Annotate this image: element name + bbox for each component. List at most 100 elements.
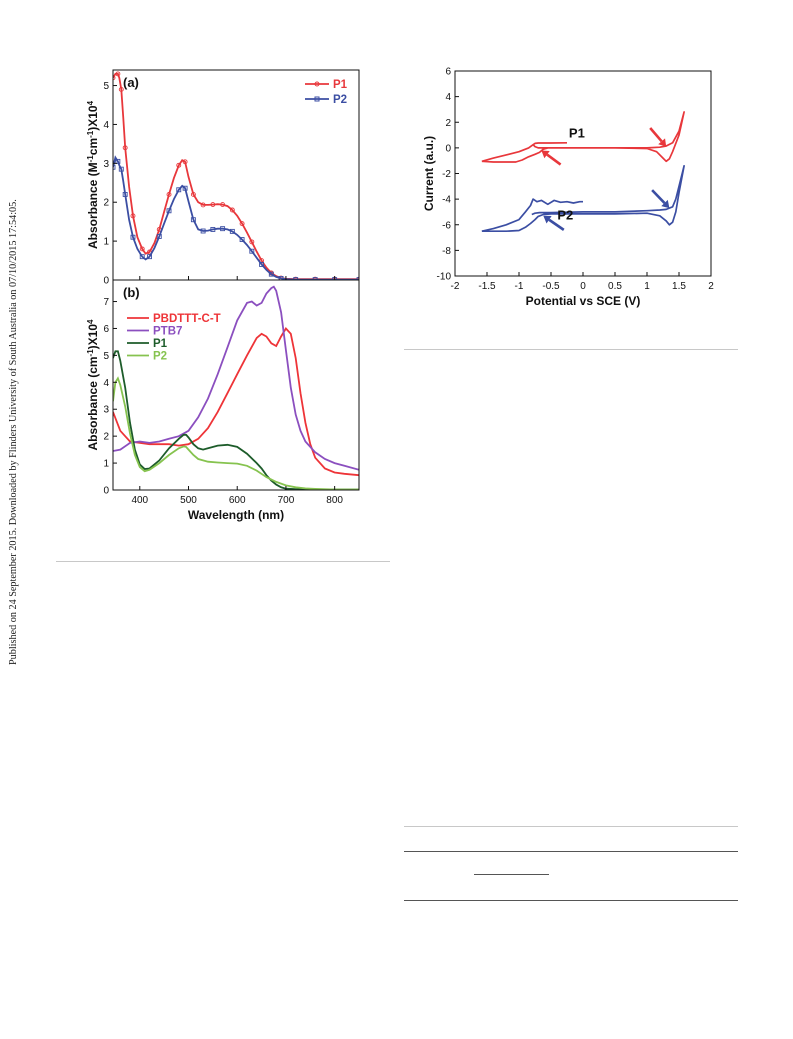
cv-ytick-label: 6 <box>445 67 451 78</box>
cv-ytick-label: 4 <box>445 92 451 103</box>
cv-ytick-label: -10 <box>437 272 452 283</box>
cv-xtick-label: -2 <box>451 281 460 292</box>
panel-b-ytick-label: 0 <box>103 486 109 497</box>
panel-a-marker-p1 <box>113 75 116 81</box>
panel-b-legend-label: PTB7 <box>153 326 182 338</box>
panel-a-marker-p2 <box>190 217 196 223</box>
cv-xtick-label: -0.5 <box>542 281 560 292</box>
panel-a-ylabel-part: cm <box>86 138 100 155</box>
panel-a-ylabel-part: -1 <box>86 155 95 163</box>
panel-b-ylabel-part: 4 <box>86 319 95 324</box>
panel-b-line-p2 <box>113 376 359 490</box>
panel-b-series-p2 <box>113 376 359 490</box>
panel-b-ytick-label: 4 <box>103 378 109 389</box>
panel-b-xtick-label: 500 <box>180 495 197 506</box>
cv-xtick-label: 1 <box>644 281 650 292</box>
panel-a-ylabel-part: -1 <box>86 130 95 138</box>
panel-b-xtick-label: 400 <box>131 495 148 506</box>
panel-b-xtick-label: 600 <box>229 495 246 506</box>
panel-a-marker-p2 <box>239 237 245 243</box>
panel-a-marker-p1 <box>115 71 121 77</box>
panel-b-ytick-label: 7 <box>103 297 109 308</box>
panel-a-marker-p2 <box>200 228 206 234</box>
panel-b-line-p1 <box>113 350 359 490</box>
cv-ylabel-part: Current (a.u.) <box>422 136 436 211</box>
panel-a-marker-p2 <box>278 275 284 280</box>
cv-xtick-label: 0 <box>580 281 586 292</box>
panel-a-ylabel-part: Absorbance (M <box>86 162 100 249</box>
panel-a-marker-p1 <box>176 162 182 168</box>
panel-a-marker-p2 <box>166 208 172 214</box>
cv-line-p2-2 <box>481 198 583 233</box>
panel-b-ytick-label: 6 <box>103 324 109 335</box>
panel-a-marker-p2 <box>147 254 152 260</box>
cv-line-p1-0 <box>481 141 568 163</box>
panel-a-series-p1 <box>113 71 359 280</box>
panel-a-ytick-label: 4 <box>103 120 109 131</box>
panel-b-ytick-label: 1 <box>103 459 109 470</box>
panel-b-line-pbdttt-c-t <box>113 327 359 477</box>
panel-b-ytick-label: 2 <box>103 432 109 443</box>
figure-rule-right <box>404 349 738 350</box>
panel-a-marker-p2 <box>122 191 128 197</box>
cv-arrow-shaft <box>548 218 565 231</box>
cv-arrow-head <box>661 199 670 209</box>
table-rule-bottom <box>404 900 738 901</box>
panel-a-marker-p1 <box>210 202 216 208</box>
panel-a-marker-p2 <box>176 187 182 193</box>
cv-arrow-head <box>543 215 552 224</box>
cv-arrow-head <box>658 138 667 147</box>
panel-b-series-ptb7 <box>113 285 359 471</box>
cv-ytick-label: -2 <box>442 169 451 180</box>
cv-frame <box>454 70 712 277</box>
panel-b-ylabel: Absorbance (cm-1)X104 <box>86 319 101 451</box>
panel-a-marker-p2 <box>130 234 136 240</box>
panel-a-marker-p2 <box>229 228 235 234</box>
cv-xtick-label: -1 <box>515 281 524 292</box>
table-rule-header <box>404 851 738 852</box>
panel-b-legend-label: PBDTTT-C-T <box>153 313 221 325</box>
table-rule-span <box>474 874 549 875</box>
cv-ytick-label: -8 <box>442 246 451 257</box>
cv-xtick-label: -1.5 <box>478 281 496 292</box>
cv-ylabel: Current (a.u.) <box>422 136 436 211</box>
panel-a-marker-p2 <box>115 158 121 164</box>
panel-a-ytick-label: 5 <box>103 81 109 92</box>
panel-b-xtick-label: 800 <box>326 495 343 506</box>
cv-xtick-label: 1.5 <box>672 281 686 292</box>
cv-ytick-label: 2 <box>445 118 451 129</box>
panel-b-xtick-label: 700 <box>278 495 295 506</box>
panel-a-marker-p2 <box>113 164 116 170</box>
panel-b-xlabel: Wavelength (nm) <box>188 508 284 522</box>
panel-b-tag: (b) <box>123 285 140 300</box>
panel-a-marker-p2 <box>249 248 255 254</box>
panel-a-series-p2 <box>113 155 359 280</box>
panel-a-marker-p2 <box>156 233 162 239</box>
panel-a-legend-label: P1 <box>333 79 348 91</box>
panel-a-marker-p1 <box>190 191 196 197</box>
panel-a-ytick-label: 2 <box>103 198 109 209</box>
cv-series-label: P1 <box>569 126 585 141</box>
cv-arrow-shaft <box>651 189 666 204</box>
panel-b-legend-label: P1 <box>153 338 168 350</box>
figure-rule-left <box>56 561 390 562</box>
publication-side-note: Published on 24 September 2015. Download… <box>2 0 22 1039</box>
panel-a-marker-p1 <box>139 246 145 252</box>
panel-b-line-ptb7 <box>113 285 359 471</box>
side-note-text: Published on 24 September 2015. Download… <box>8 199 19 665</box>
panel-a-marker-p2 <box>259 261 265 267</box>
panel-a-marker-p1 <box>200 202 206 208</box>
panel-a-marker-p2 <box>220 226 226 232</box>
panel-a-ylabel: Absorbance (M-1cm-1)X104 <box>86 100 101 249</box>
cv-xlabel: Potential vs SCE (V) <box>526 294 641 308</box>
panel-b-series-pbdttt-c-t <box>113 327 359 477</box>
panel-b-ytick-label: 3 <box>103 405 109 416</box>
panel-b-ylabel-part: Absorbance (cm <box>86 356 100 450</box>
panel-a-marker-p1 <box>249 239 255 245</box>
panel-b-frame <box>112 279 360 491</box>
panel-a-marker-p1 <box>229 207 235 213</box>
panel-a-ytick-label: 1 <box>103 237 109 248</box>
panel-a-ylabel-part: 4 <box>86 100 95 105</box>
panel-a-ytick-label: 3 <box>103 159 109 170</box>
panel-a-marker-p2 <box>268 271 274 277</box>
